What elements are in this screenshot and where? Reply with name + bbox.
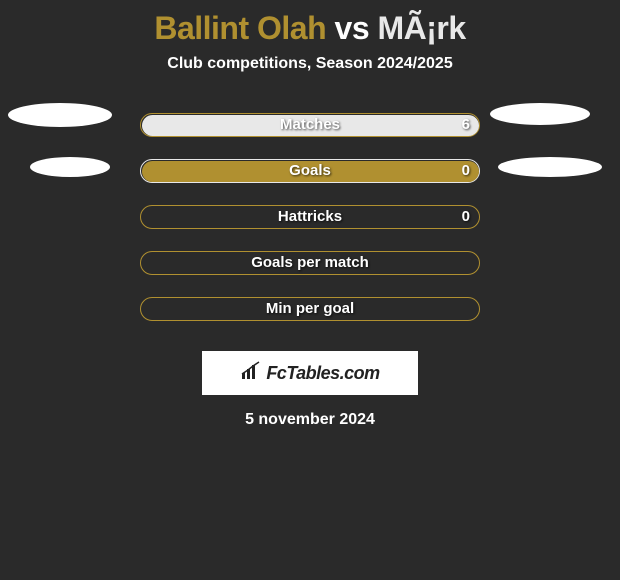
bar-label: Matches	[140, 113, 480, 137]
logo-text: FcTables.com	[266, 363, 379, 384]
bar-label: Goals per match	[140, 251, 480, 275]
player-photo-placeholder	[498, 157, 602, 177]
bar-label: Goals	[140, 159, 480, 183]
chart-icon	[240, 361, 262, 386]
player1-name: Ballint Olah	[154, 10, 326, 46]
bar-value-right: 0	[462, 205, 470, 229]
player-photo-placeholder	[30, 157, 110, 177]
stat-row: Goals per match	[0, 241, 620, 287]
bar-label: Hattricks	[140, 205, 480, 229]
stat-row: Min per goal	[0, 287, 620, 333]
subtitle: Club competitions, Season 2024/2025	[0, 55, 620, 103]
player-photo-placeholder	[8, 103, 112, 127]
stats-area: Matches6Goals0Hattricks0Goals per matchM…	[0, 103, 620, 341]
player2-name: MÃ¡rk	[378, 10, 466, 46]
logo-box: FcTables.com	[202, 351, 418, 395]
infographic-container: Ballint Olah vs MÃ¡rk Club competitions,…	[0, 0, 620, 429]
bar-label: Min per goal	[140, 297, 480, 321]
date-text: 5 november 2024	[0, 395, 620, 429]
player-photo-placeholder	[490, 103, 590, 125]
bar-value-right: 0	[462, 159, 470, 183]
stat-row: Hattricks0	[0, 195, 620, 241]
page-title: Ballint Olah vs MÃ¡rk	[0, 0, 620, 55]
vs-text: vs	[326, 10, 377, 46]
bar-value-right: 6	[462, 113, 470, 137]
